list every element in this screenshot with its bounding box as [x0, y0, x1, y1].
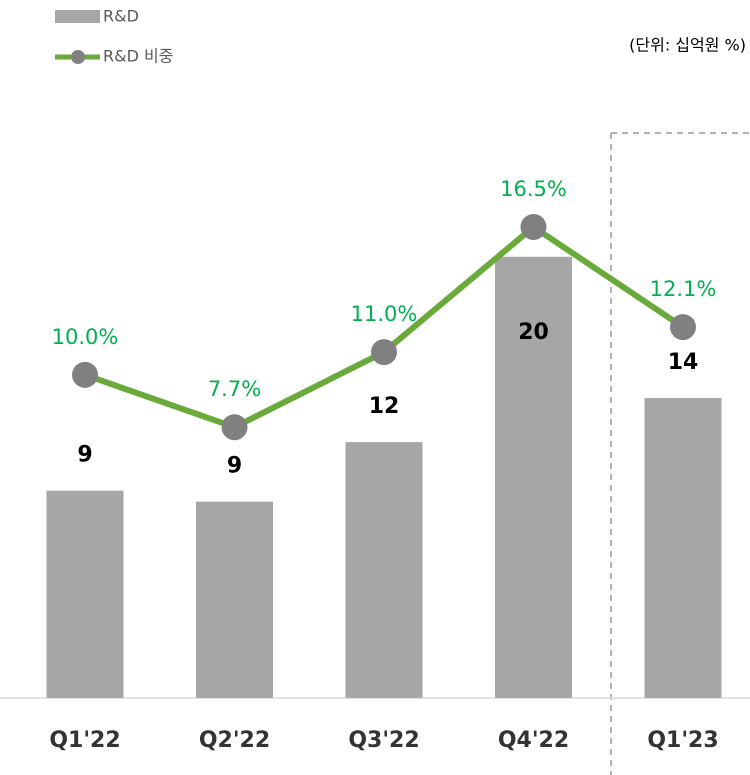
- line-value-label: 12.1%: [650, 277, 717, 301]
- line-marker: [371, 339, 397, 366]
- bar-value-label: 12: [369, 394, 400, 419]
- x-tick-label: Q1'23: [647, 728, 718, 753]
- unit-note: (단위: 십억원 %): [629, 36, 746, 55]
- x-tick-label: Q4'22: [498, 728, 569, 753]
- line-value-label: 16.5%: [500, 177, 567, 201]
- x-tick-label: Q2'22: [199, 728, 270, 753]
- bar-value-label: 20: [518, 320, 549, 345]
- bar: [345, 442, 423, 698]
- x-tick-label: Q3'22: [348, 728, 419, 753]
- bar-value-label: 9: [77, 443, 92, 468]
- bar-value-label: 14: [668, 350, 699, 375]
- bar: [644, 397, 722, 698]
- line-value-label: 10.0%: [52, 325, 119, 349]
- line-marker: [520, 213, 547, 240]
- line-value-label: 7.7%: [208, 377, 261, 401]
- bar-value-label: 9: [227, 454, 242, 479]
- line-marker: [72, 361, 98, 388]
- bar: [46, 490, 124, 698]
- line-marker: [670, 314, 696, 341]
- x-tick-label: Q1'22: [49, 728, 120, 753]
- legend-label: R&D: [103, 7, 139, 26]
- bar: [495, 256, 572, 698]
- line-marker: [221, 414, 248, 441]
- line-value-label: 11.0%: [351, 302, 418, 326]
- legend-swatch: [55, 10, 100, 23]
- legend-swatch: [71, 50, 85, 64]
- legend-label: R&D 비중: [103, 47, 173, 66]
- bar: [196, 501, 273, 698]
